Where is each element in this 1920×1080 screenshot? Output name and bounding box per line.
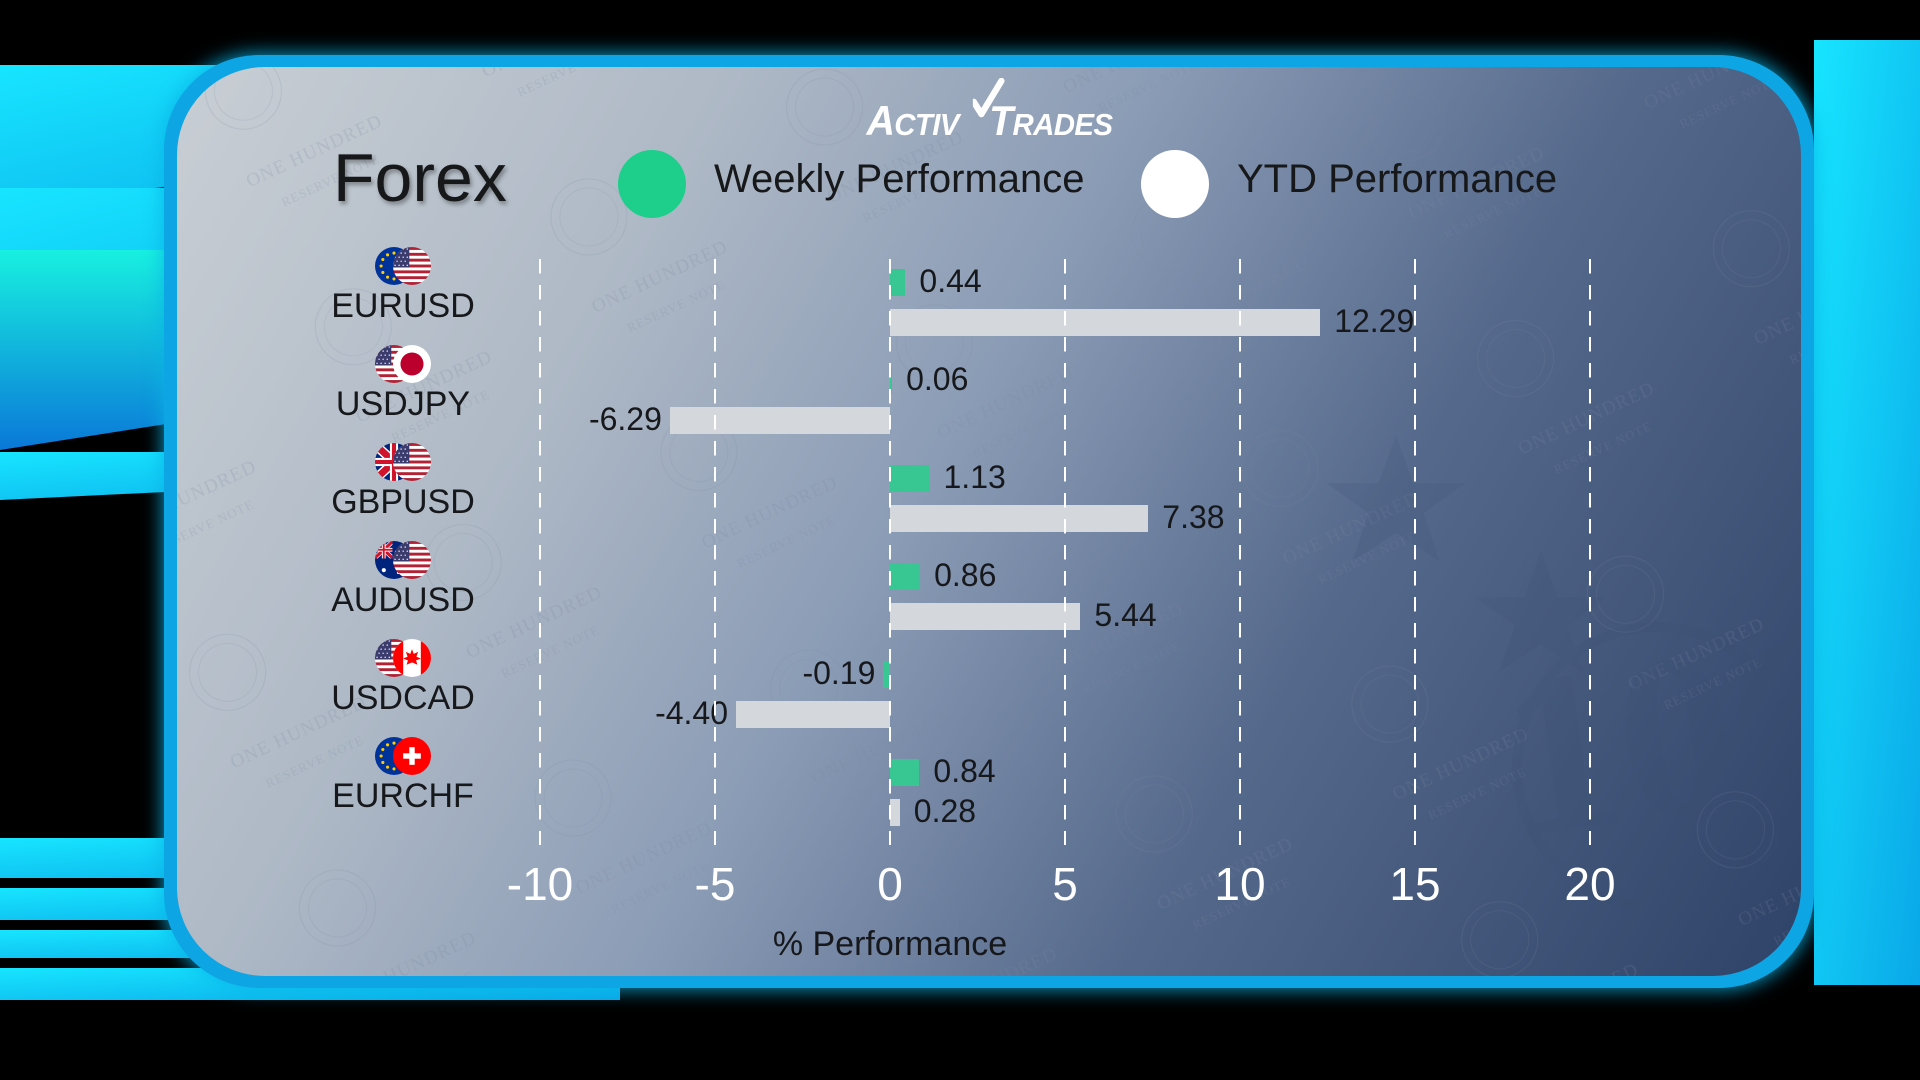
svg-text:100: 100 (1488, 585, 1801, 886)
